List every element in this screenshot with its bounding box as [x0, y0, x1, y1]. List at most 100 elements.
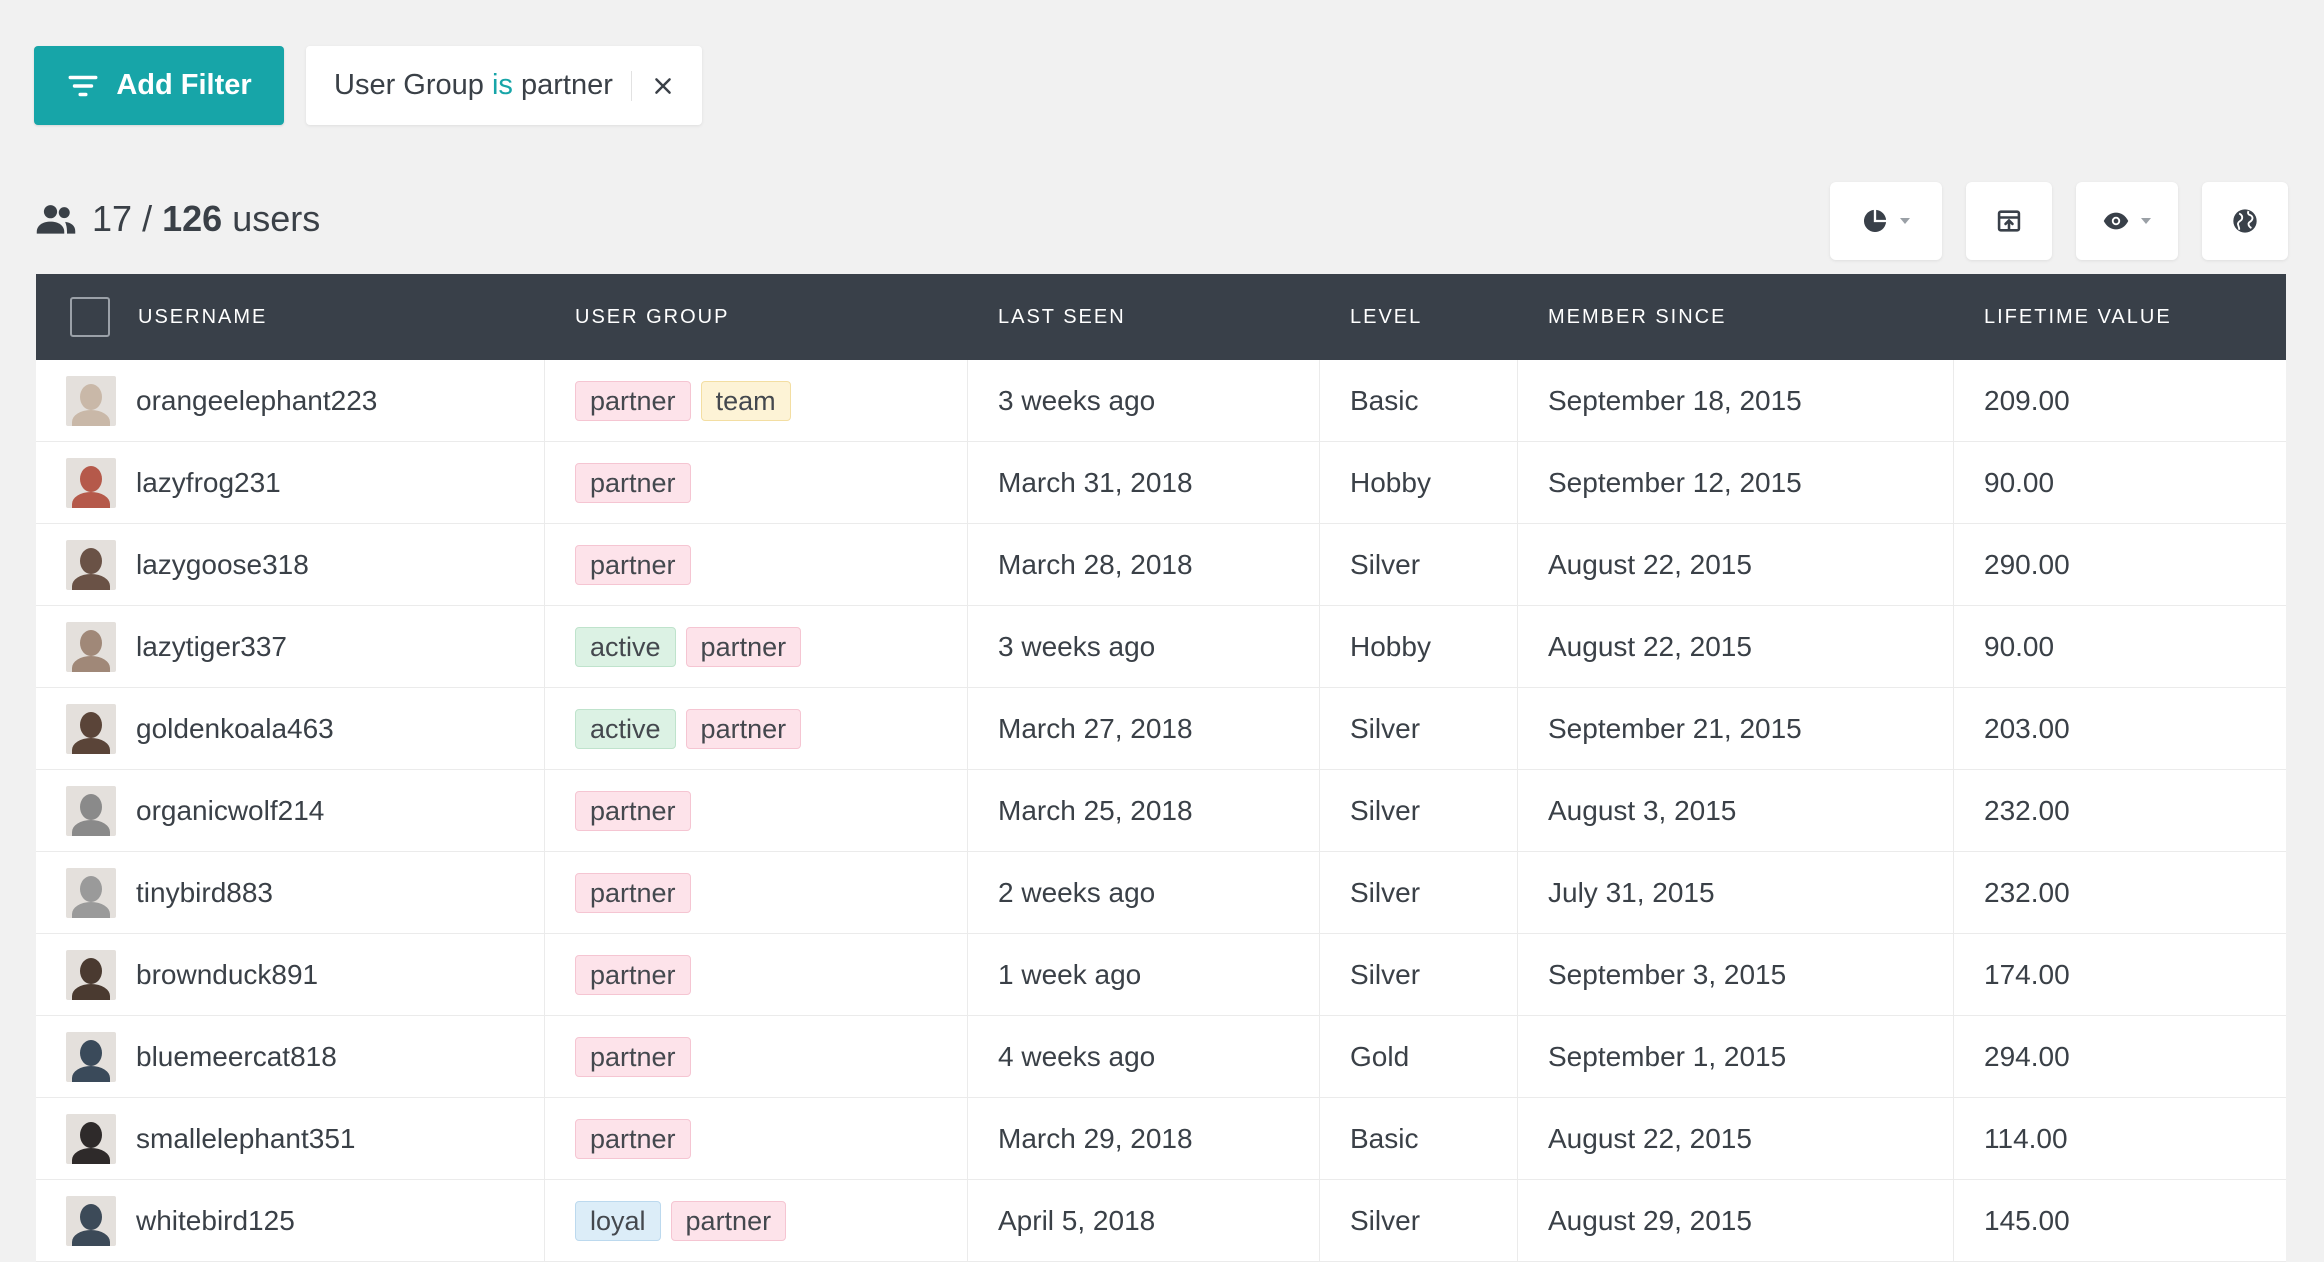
member-since-cell: September 12, 2015 — [1518, 442, 1954, 524]
avatar[interactable] — [66, 1032, 116, 1082]
active-filter-chip[interactable]: User Group is partner — [306, 46, 702, 125]
lifetime-value-cell: 145.00 — [1954, 1180, 2286, 1262]
table-row[interactable]: goldenkoala463 active partner March 27, 2… — [36, 688, 2286, 770]
level-cell: Silver — [1320, 688, 1518, 770]
table-row[interactable]: brownduck891 partner 1 week ago Silver S… — [36, 934, 2286, 1016]
add-filter-button[interactable]: Add Filter — [34, 46, 284, 125]
last-seen-value: March 29, 2018 — [998, 1123, 1193, 1154]
user-group-tag[interactable]: partner — [670, 1201, 787, 1241]
export-button[interactable] — [1966, 182, 2052, 260]
caret-down-icon — [1900, 218, 1910, 224]
level-value: Silver — [1350, 1205, 1421, 1236]
filter-value: partner — [520, 69, 613, 101]
user-group-tag[interactable]: active — [575, 709, 676, 749]
count-unit: users — [232, 198, 321, 239]
username-link[interactable]: tinybird883 — [136, 877, 273, 908]
column-member-since[interactable]: MEMBER SINCE — [1518, 274, 1954, 360]
username-link[interactable]: brownduck891 — [136, 959, 319, 990]
table-row[interactable]: lazytiger337 active partner 3 weeks ago H… — [36, 606, 2286, 688]
table-row[interactable]: lazyfrog231 partner March 31, 2018 Hobby… — [36, 442, 2286, 524]
avatar[interactable] — [66, 1114, 116, 1164]
member-since-value: September 12, 2015 — [1548, 467, 1802, 498]
member-since-cell: August 29, 2015 — [1518, 1180, 1954, 1262]
user-group-cell: partner team — [545, 360, 968, 442]
user-group-cell: partner — [545, 1098, 968, 1180]
avatar[interactable] — [66, 950, 116, 1000]
column-level[interactable]: LEVEL — [1320, 274, 1518, 360]
user-group-cell: partner — [545, 442, 968, 524]
avatar[interactable] — [66, 868, 116, 918]
lifetime-value: 145.00 — [1984, 1205, 2070, 1236]
level-value: Gold — [1350, 1041, 1410, 1072]
caret-down-icon — [2141, 218, 2151, 224]
member-since-cell: August 22, 2015 — [1518, 524, 1954, 606]
lifetime-value-cell: 114.00 — [1954, 1098, 2286, 1180]
avatar[interactable] — [66, 622, 116, 672]
member-since-value: August 22, 2015 — [1548, 1123, 1752, 1154]
user-group-tag[interactable]: partner — [575, 545, 691, 585]
user-group-tag[interactable]: partner — [575, 1119, 691, 1159]
level-value: Silver — [1350, 877, 1421, 908]
username-link[interactable]: lazytiger337 — [136, 631, 287, 662]
user-group-tag[interactable]: partner — [575, 791, 691, 831]
username-link[interactable]: goldenkoala463 — [136, 713, 334, 744]
username-link[interactable]: bluemeercat818 — [136, 1041, 337, 1072]
member-since-value: July 31, 2015 — [1548, 877, 1715, 908]
user-group-tag[interactable]: partner — [575, 381, 691, 421]
table-row[interactable]: tinybird883 partner 2 weeks ago Silver J… — [36, 852, 2286, 934]
user-group-tag[interactable]: partner — [575, 1037, 691, 1077]
avatar[interactable] — [66, 540, 116, 590]
user-group-tag[interactable]: partner — [685, 627, 802, 667]
lifetime-value: 114.00 — [1984, 1123, 2068, 1154]
user-group-tag[interactable]: loyal — [575, 1201, 661, 1241]
level-cell: Hobby — [1320, 442, 1518, 524]
column-username[interactable]: USERNAME — [36, 274, 545, 360]
user-group-cell: partner — [545, 934, 968, 1016]
avatar[interactable] — [66, 376, 116, 426]
avatar[interactable] — [66, 1196, 116, 1246]
table-row[interactable]: orangeelephant223 partner team 3 weeks ag… — [36, 360, 2286, 442]
avatar[interactable] — [66, 458, 116, 508]
avatar[interactable] — [66, 704, 116, 754]
table-row[interactable]: organicwolf214 partner March 25, 2018 Si… — [36, 770, 2286, 852]
remove-filter-button[interactable] — [650, 73, 676, 99]
username-link[interactable]: whitebird125 — [136, 1205, 295, 1236]
level-cell: Basic — [1320, 360, 1518, 442]
member-since-value: September 21, 2015 — [1548, 713, 1802, 744]
column-last-seen[interactable]: LAST SEEN — [968, 274, 1320, 360]
select-all-checkbox[interactable] — [70, 297, 110, 337]
chart-dropdown-button[interactable] — [1830, 182, 1942, 260]
avatar[interactable] — [66, 786, 116, 836]
user-group-tag[interactable]: partner — [575, 873, 691, 913]
member-since-value: September 3, 2015 — [1548, 959, 1787, 990]
member-since-value: August 22, 2015 — [1548, 549, 1752, 580]
member-since-value: September 18, 2015 — [1548, 385, 1802, 416]
visibility-dropdown-button[interactable] — [2076, 182, 2178, 260]
table-row[interactable]: bluemeercat818 partner 4 weeks ago Gold … — [36, 1016, 2286, 1098]
user-group-tag[interactable]: partner — [685, 709, 802, 749]
user-group-tag[interactable]: partner — [575, 463, 691, 503]
member-since-cell: August 22, 2015 — [1518, 606, 1954, 688]
table-row[interactable]: lazygoose318 partner March 28, 2018 Silv… — [36, 524, 2286, 606]
user-group-cell: partner — [545, 770, 968, 852]
last-seen-value: 3 weeks ago — [998, 385, 1156, 416]
user-group-tag[interactable]: team — [700, 381, 791, 421]
user-group-tag[interactable]: partner — [575, 955, 691, 995]
username-cell: orangeelephant223 — [36, 360, 545, 442]
lifetime-value: 203.00 — [1984, 713, 2070, 744]
username-link[interactable]: organicwolf214 — [136, 795, 325, 826]
column-lifetime-value[interactable]: LIFETIME VALUE — [1954, 274, 2286, 360]
column-user-group[interactable]: USER GROUP — [545, 274, 968, 360]
username-link[interactable]: smallelephant351 — [136, 1123, 356, 1154]
user-group-tag[interactable]: active — [575, 627, 676, 667]
username-link[interactable]: lazyfrog231 — [136, 467, 281, 498]
globe-button[interactable] — [2202, 182, 2288, 260]
username-link[interactable]: lazygoose318 — [136, 549, 309, 580]
table-row[interactable]: whitebird125 loyal partner April 5, 2018 … — [36, 1180, 2286, 1262]
lifetime-value-cell: 90.00 — [1954, 442, 2286, 524]
member-since-cell: September 21, 2015 — [1518, 688, 1954, 770]
level-value: Silver — [1350, 549, 1421, 580]
last-seen-value: 4 weeks ago — [998, 1041, 1156, 1072]
table-row[interactable]: smallelephant351 partner March 29, 2018 … — [36, 1098, 2286, 1180]
username-link[interactable]: orangeelephant223 — [136, 385, 378, 416]
